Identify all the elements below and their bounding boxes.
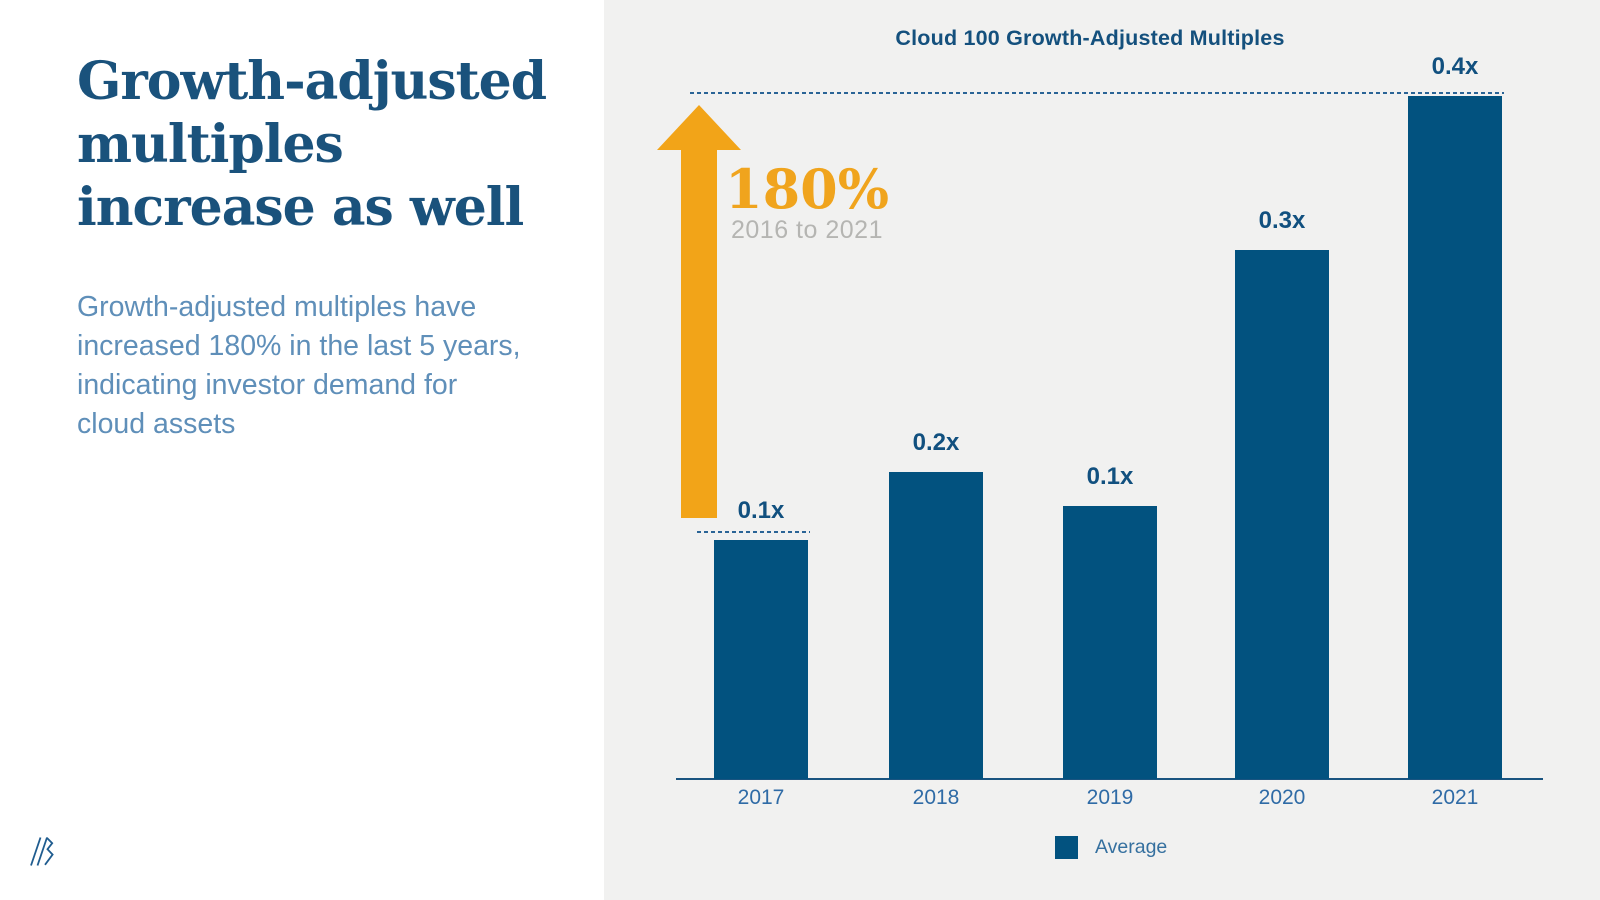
bar-2018 [889, 472, 983, 779]
bar-value-label: 0.3x [1258, 207, 1306, 234]
bar-value-label: 0.2x [912, 429, 960, 456]
bar-value-label: 0.4x [1431, 53, 1479, 80]
legend: Average [1055, 836, 1167, 859]
legend-label: Average [1095, 836, 1168, 858]
page-title-line-3: increase as well [77, 177, 524, 238]
reference-line-01x [697, 531, 810, 533]
bar-value-label: 0.1x [737, 497, 785, 524]
x-axis-line [676, 778, 1543, 780]
chart-panel: Cloud 100 Growth-Adjusted Multiples 180%… [604, 0, 1600, 900]
subtitle-text: Growth-adjusted multiples have increased… [77, 291, 521, 440]
chart-title: Cloud 100 Growth-Adjusted Multiples [895, 26, 1285, 50]
page-title-line-2: multiples [77, 114, 344, 175]
bar-group-2017: 0.1x [714, 497, 808, 779]
bessemer-slashes-logo-icon [26, 834, 57, 874]
up-arrow-icon [657, 105, 741, 518]
reference-line-04x [690, 92, 1504, 94]
growth-period-caption: 2016 to 2021 [731, 216, 883, 244]
bar-group-2019: 0.1x [1063, 463, 1157, 779]
left-text-panel: Growth-adjusted multiples increase as we… [0, 0, 604, 900]
x-tick-2020: 2020 [1258, 786, 1306, 809]
page-title-line-1: Growth-adjusted [77, 51, 547, 112]
bar-group-2018: 0.2x [889, 429, 983, 779]
bar-2020 [1235, 250, 1329, 779]
bar-2017 [714, 540, 808, 779]
growth-percent-callout: 180% [725, 157, 890, 221]
x-tick-2017: 2017 [737, 786, 785, 809]
bar-group-2021: 0.4x [1408, 53, 1502, 779]
bar-2019 [1063, 506, 1157, 779]
bar-value-label: 0.1x [1086, 463, 1134, 490]
x-tick-2019: 2019 [1086, 786, 1134, 809]
bar-group-2020: 0.3x [1235, 207, 1329, 779]
bar-2021 [1408, 96, 1502, 779]
page-title: Growth-adjusted multiples increase as we… [77, 50, 577, 239]
x-tick-2018: 2018 [912, 786, 960, 809]
legend-swatch [1055, 836, 1078, 859]
x-tick-2021: 2021 [1431, 786, 1479, 809]
